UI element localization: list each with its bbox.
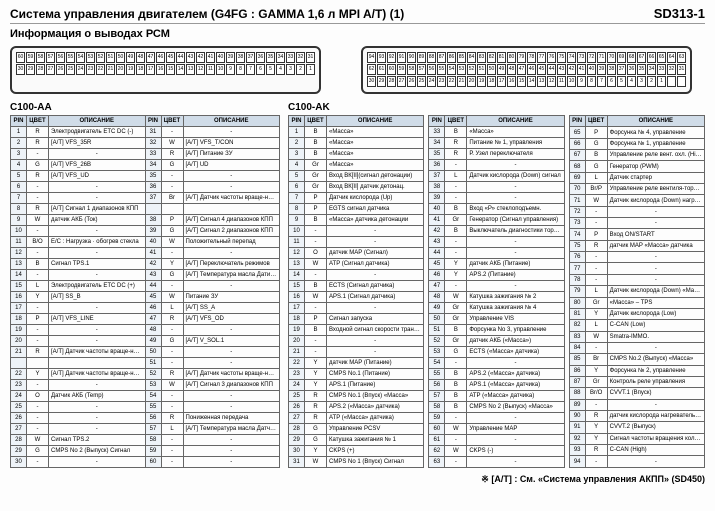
sheet-id: SD313-1 bbox=[654, 6, 705, 21]
footnote: ※ [А/Т] : См. «Система управления АКПП» … bbox=[10, 474, 705, 485]
table-c100-aa: C100-AA PINЦВЕТОПИСАНИЕPINЦВЕТОПИСАНИЕ1R… bbox=[10, 102, 280, 468]
connector-c100-aa: 6059585756555453525150494847464544434241… bbox=[10, 46, 321, 94]
connector-diagrams: 6059585756555453525150494847464544434241… bbox=[10, 46, 705, 94]
subtitle: Информация о выводах РСМ bbox=[10, 28, 705, 40]
connector-c100-ak: 9493929190898887868584838281807978777675… bbox=[361, 46, 692, 94]
table-c100-ak: C100-AK PINЦВЕТОПИСАНИЕ1B«Масса»2B«Масса… bbox=[288, 102, 705, 468]
label-c100-ak: C100-AK bbox=[288, 102, 705, 113]
page-title: Система управления двигателем (G4FG : GA… bbox=[10, 7, 404, 21]
label-c100-aa: C100-AA bbox=[10, 102, 280, 113]
